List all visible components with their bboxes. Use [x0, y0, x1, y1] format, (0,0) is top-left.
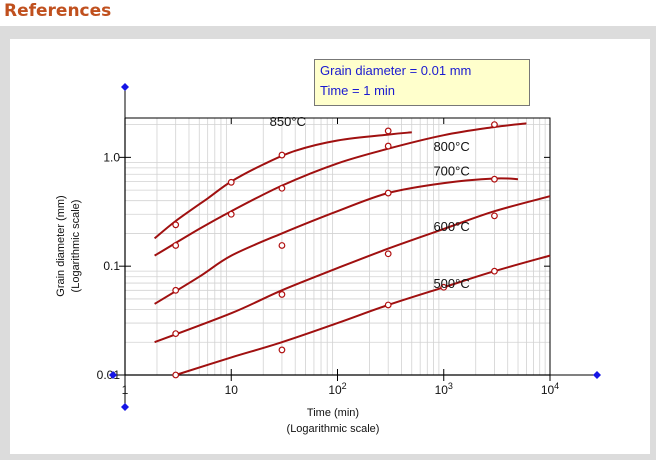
data-point: [491, 121, 498, 129]
series-label: 800°C: [433, 139, 469, 154]
series-line: [154, 122, 527, 257]
series-line: [153, 131, 412, 240]
data-point: [172, 221, 180, 229]
data-point: [384, 189, 392, 197]
y-axis-title: Grain diameter (mm): [55, 195, 67, 296]
data-point: [227, 178, 235, 186]
data-point: [491, 212, 498, 220]
info-time: Time = 1 min: [320, 83, 396, 98]
x-tick-label: 10: [225, 383, 239, 397]
y-tick-label: 0.1: [103, 259, 120, 273]
data-point: [384, 301, 392, 309]
series-label: 500°C: [433, 276, 469, 291]
data-point: [491, 175, 498, 183]
data-point: [172, 286, 180, 294]
data-point: [172, 330, 180, 338]
series-1: [154, 121, 527, 257]
chart-grid: [125, 118, 550, 375]
axis-handles[interactable]: [109, 83, 601, 411]
plot-area: [125, 118, 550, 375]
page-title: References: [4, 1, 112, 21]
series-line: [154, 195, 551, 344]
conditions-info-box: Grain diameter = 0.01 mm Time = 1 min: [314, 59, 530, 106]
series-line: [154, 177, 519, 305]
chart-series: [153, 121, 551, 379]
data-point: [384, 142, 392, 150]
y-tick-label: 1.0: [103, 150, 120, 164]
data-point: [278, 184, 286, 192]
y-axis-subtitle: (Logarithmic scale): [70, 200, 82, 293]
x-axis-left-handle[interactable]: [109, 371, 117, 379]
data-point: [384, 250, 392, 258]
series-3: [154, 195, 551, 344]
data-point: [384, 127, 392, 135]
series-label: 850°C: [270, 114, 306, 129]
x-tick-label: 102: [328, 381, 346, 397]
series-0: [153, 127, 412, 240]
data-point: [172, 371, 180, 379]
data-point: [278, 346, 286, 354]
chart-axis-titles: Time (min) (Logarithmic scale) Grain dia…: [55, 195, 379, 435]
x-axis-right-handle[interactable]: [593, 371, 601, 379]
series-4: [172, 254, 551, 379]
data-point: [172, 242, 180, 249]
x-axis-title: Time (min): [307, 407, 359, 419]
y-axis-top-handle[interactable]: [121, 83, 129, 91]
y-tick-label: 0.01: [97, 368, 121, 382]
x-tick-label: 103: [435, 381, 453, 397]
x-tick-label: 104: [541, 381, 559, 397]
chart-series-labels: 850°C 800°C 700°C 600°C 500°C: [270, 114, 470, 291]
data-point: [278, 291, 286, 298]
x-tick-label: 1: [122, 383, 129, 397]
info-grain-diameter: Grain diameter = 0.01 mm: [320, 63, 472, 78]
data-point: [278, 242, 286, 249]
series-label: 600°C: [433, 219, 469, 234]
series-label: 700°C: [433, 164, 469, 179]
data-point: [440, 283, 448, 291]
data-point: [227, 210, 235, 218]
x-axis-subtitle: (Logarithmic scale): [287, 423, 380, 435]
y-axis-bottom-handle[interactable]: [121, 403, 129, 411]
data-point: [491, 267, 498, 275]
series-line: [175, 254, 551, 376]
data-point: [278, 151, 286, 159]
series-2: [154, 175, 519, 305]
